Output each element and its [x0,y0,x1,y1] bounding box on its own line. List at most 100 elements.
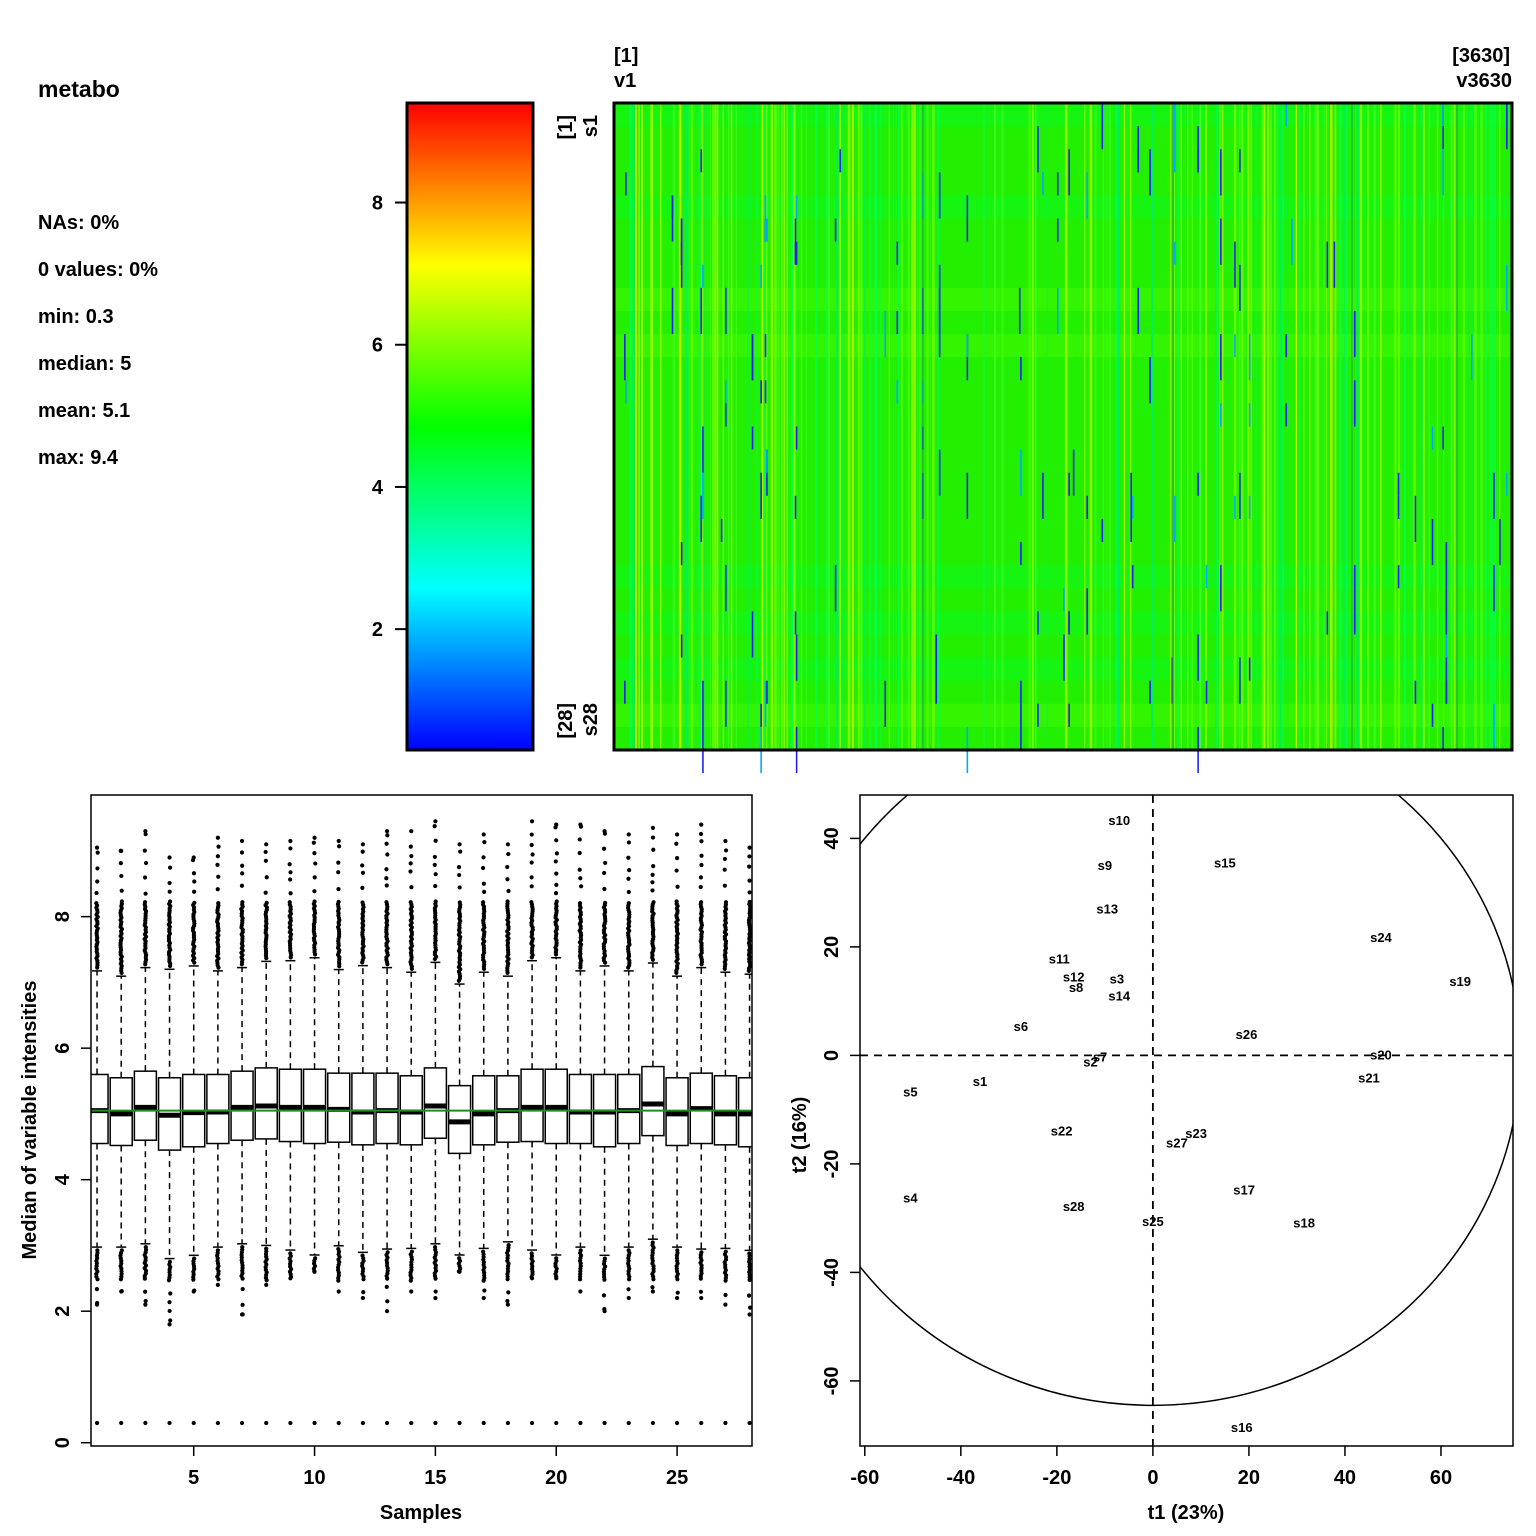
heatmap-column-stripe [770,103,774,750]
colorbar-gradient [405,101,535,752]
heatmap-column-stripe [1241,103,1244,750]
boxplot-frame [90,794,753,1447]
boxplot-y-tick-label: 8 [52,911,74,922]
box-outlier [433,1276,438,1281]
heatmap-low-cell [896,380,899,404]
heatmap-column-stripe [707,103,708,750]
box-outlier-low [384,1420,390,1426]
box-outlier [288,870,293,875]
box-outlier [432,854,437,860]
heatmap-col-last-index: [3630] [1452,45,1510,67]
box-outlier [577,867,582,872]
heatmap-low-cell [702,680,704,727]
score-x-tick-label: -60 [850,1467,879,1489]
box-outlier [336,899,341,904]
heatmap-column-stripe [1106,103,1108,750]
box-outlier [142,875,148,880]
heatmap-column-stripe [1326,103,1327,750]
box-outlier-low [264,1420,269,1426]
box-outlier [675,1277,680,1282]
box-outlier [603,860,608,866]
heatmap-column-stripe [709,103,711,750]
score-panel: s1 s2 s3 s4 s5 s6 s7 s8 s9 s10 s11 s12 s13 s14 s15 s16 s… [789,794,1514,1524]
box-outlier [384,841,389,846]
box-outlier-max [602,829,607,834]
heatmap-column-stripe [650,103,653,750]
heatmap-low-cell [700,287,703,335]
score-point-label: s19 [1449,974,1471,989]
score-point-label: s5 [903,1085,917,1100]
heatmap-low-cell [1326,611,1329,635]
box-outlier [433,838,438,843]
heatmap-column-stripe [786,103,788,750]
heatmap-low-cell [966,334,969,358]
box-outlier [336,870,341,875]
heatmap-low-cell [760,380,762,404]
box-outlier [529,884,534,889]
stat-nas: NAs: 0% [38,212,120,234]
heatmap-column-stripe [632,103,635,750]
box-outlier-max [529,819,535,824]
box-outlier [94,890,99,896]
box-outlier [168,1318,173,1323]
box-outlier [675,884,680,889]
heatmap-column-stripe [836,103,839,750]
score-x-tick-label: -40 [946,1467,975,1489]
heatmap-row-band [614,703,1512,727]
heatmap-column-stripe [825,103,828,750]
box-outlier [601,846,607,851]
heatmap-column-stripe [1428,103,1431,750]
heatmap-column-stripe [841,103,844,750]
heatmap-column-stripe [793,103,796,750]
heatmap-column-stripe [698,103,701,750]
box-outlier [723,900,729,905]
box-outlier [143,832,148,837]
heatmap-column-stripe [1274,103,1276,750]
heatmap-low-cell [1018,287,1021,335]
heatmap-low-cell [1285,403,1288,427]
heatmap-column-stripe [1178,103,1180,750]
box-outlier-max [723,838,728,844]
heatmap-column-stripe [857,103,860,750]
heatmap-low-cell [725,680,727,727]
score-point-label: s16 [1231,1420,1253,1435]
box-outlier [602,1277,607,1282]
box-outlier [288,846,293,851]
heatmap-low-cell [938,449,941,496]
box-outlier [651,1277,656,1282]
heatmap-column-stripe [1355,103,1357,750]
heatmap-column-stripe [1250,103,1252,750]
heatmap-low-cell [702,472,704,519]
box-outlier [626,855,631,860]
box-outlier [650,880,655,885]
heatmap-column-stripe [1123,103,1126,750]
box-outlier-min [650,1289,656,1294]
box-outlier [529,832,534,837]
box-sample [568,822,593,1426]
heatmap-low-cell [1326,241,1329,288]
heatmap-column-stripe [838,103,841,750]
heatmap-column-stripe [790,103,794,750]
box-outlier [505,877,510,882]
box-outlier [239,883,245,888]
heatmap-low-cell [1056,172,1059,196]
heatmap-column-stripe [716,103,719,750]
score-point-label: s28 [1063,1199,1085,1214]
heatmap-column-stripe [888,103,890,750]
box-outlier [192,900,197,905]
box-outlier [529,860,534,865]
boxplot-y-tick-group: 8 [52,911,74,922]
box-outlier [433,899,438,904]
heatmap-low-cell [725,403,727,427]
heatmap-low-cell [1442,149,1444,196]
heatmap-row-band [614,565,1512,589]
box-outlier [216,1277,221,1282]
heatmap-column-stripe [1295,103,1298,750]
heatmap-low-cell [764,680,767,727]
box-outlier [312,889,317,894]
heatmap-low-cell [795,634,798,681]
heatmap-column-stripe [1298,103,1301,750]
box-outlier [385,1276,390,1281]
heatmap-column-stripe [1186,103,1189,750]
score-x-label: t1 (23%) [1148,1502,1225,1524]
